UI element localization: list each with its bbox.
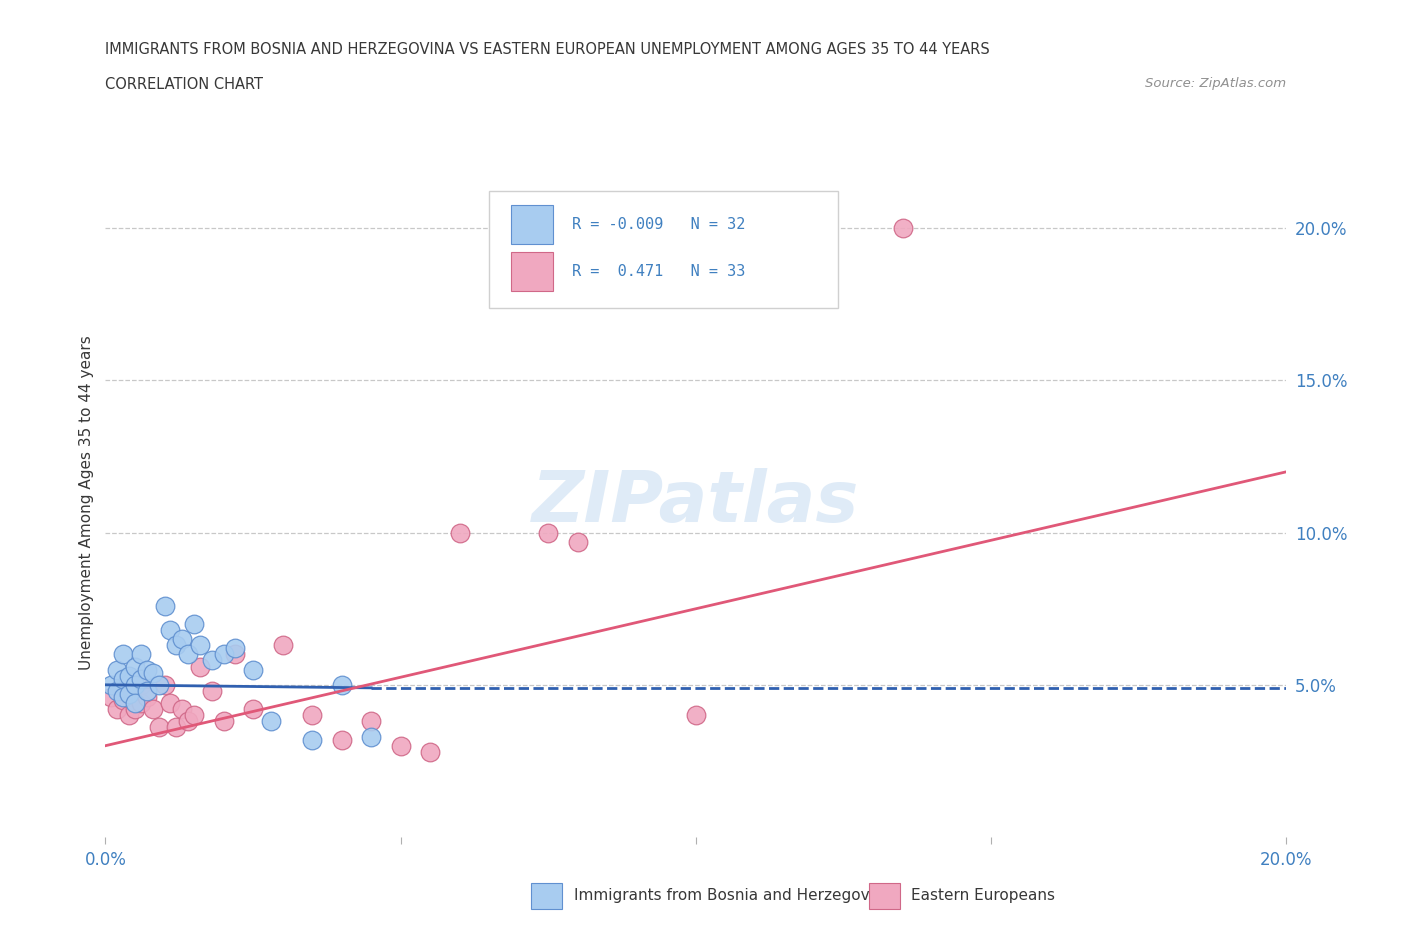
- Point: [567, 535, 589, 550]
- Point: [183, 708, 205, 723]
- FancyBboxPatch shape: [510, 205, 553, 245]
- Point: [142, 702, 165, 717]
- Point: [142, 665, 165, 680]
- Text: IMMIGRANTS FROM BOSNIA AND HERZEGOVINA VS EASTERN EUROPEAN UNEMPLOYMENT AMONG AG: IMMIGRANTS FROM BOSNIA AND HERZEGOVINA V…: [105, 42, 990, 57]
- Text: Source: ZipAtlas.com: Source: ZipAtlas.com: [1146, 77, 1286, 90]
- Point: [301, 732, 323, 747]
- Point: [135, 662, 157, 677]
- Point: [201, 684, 224, 698]
- Point: [105, 702, 128, 717]
- Point: [124, 702, 146, 717]
- Text: R = -0.009   N = 32: R = -0.009 N = 32: [572, 217, 745, 232]
- Point: [360, 729, 382, 744]
- Point: [165, 638, 187, 653]
- Point: [159, 696, 181, 711]
- Point: [172, 702, 194, 717]
- Point: [449, 525, 471, 540]
- Point: [135, 684, 157, 698]
- Point: [224, 641, 246, 656]
- Point: [112, 693, 135, 708]
- Point: [124, 659, 146, 674]
- Point: [212, 647, 235, 662]
- Point: [891, 220, 914, 235]
- Text: ZIPatlas: ZIPatlas: [533, 468, 859, 537]
- Point: [177, 714, 200, 729]
- Point: [118, 686, 141, 701]
- Point: [100, 689, 122, 704]
- Point: [129, 677, 152, 692]
- Point: [242, 702, 264, 717]
- Text: Eastern Europeans: Eastern Europeans: [911, 888, 1054, 903]
- Point: [183, 617, 205, 631]
- Point: [177, 647, 200, 662]
- Point: [148, 677, 170, 692]
- Point: [212, 714, 235, 729]
- FancyBboxPatch shape: [489, 191, 838, 308]
- Point: [105, 662, 128, 677]
- Point: [188, 659, 211, 674]
- Point: [112, 647, 135, 662]
- Text: CORRELATION CHART: CORRELATION CHART: [105, 77, 263, 92]
- Point: [188, 638, 211, 653]
- Point: [360, 714, 382, 729]
- Point: [172, 631, 194, 646]
- Point: [105, 684, 128, 698]
- Point: [112, 689, 135, 704]
- Point: [118, 708, 141, 723]
- Point: [242, 662, 264, 677]
- Point: [685, 708, 707, 723]
- Point: [124, 677, 146, 692]
- Point: [159, 622, 181, 637]
- FancyBboxPatch shape: [510, 252, 553, 291]
- Point: [260, 714, 283, 729]
- Point: [537, 525, 560, 540]
- Point: [153, 677, 176, 692]
- Text: Immigrants from Bosnia and Herzegovina: Immigrants from Bosnia and Herzegovina: [574, 888, 893, 903]
- Point: [330, 677, 353, 692]
- Point: [301, 708, 323, 723]
- Point: [148, 720, 170, 735]
- Point: [165, 720, 187, 735]
- Point: [419, 744, 441, 759]
- Point: [129, 647, 152, 662]
- Point: [124, 684, 146, 698]
- Point: [330, 732, 353, 747]
- Y-axis label: Unemployment Among Ages 35 to 44 years: Unemployment Among Ages 35 to 44 years: [79, 335, 94, 670]
- Point: [201, 653, 224, 668]
- Point: [389, 738, 412, 753]
- Point: [112, 671, 135, 686]
- Text: R =  0.471   N = 33: R = 0.471 N = 33: [572, 264, 745, 279]
- Point: [153, 598, 176, 613]
- Point: [100, 677, 122, 692]
- Point: [118, 669, 141, 684]
- Point: [129, 671, 152, 686]
- Point: [129, 696, 152, 711]
- Point: [124, 696, 146, 711]
- Point: [271, 638, 294, 653]
- Point: [135, 689, 157, 704]
- Point: [224, 647, 246, 662]
